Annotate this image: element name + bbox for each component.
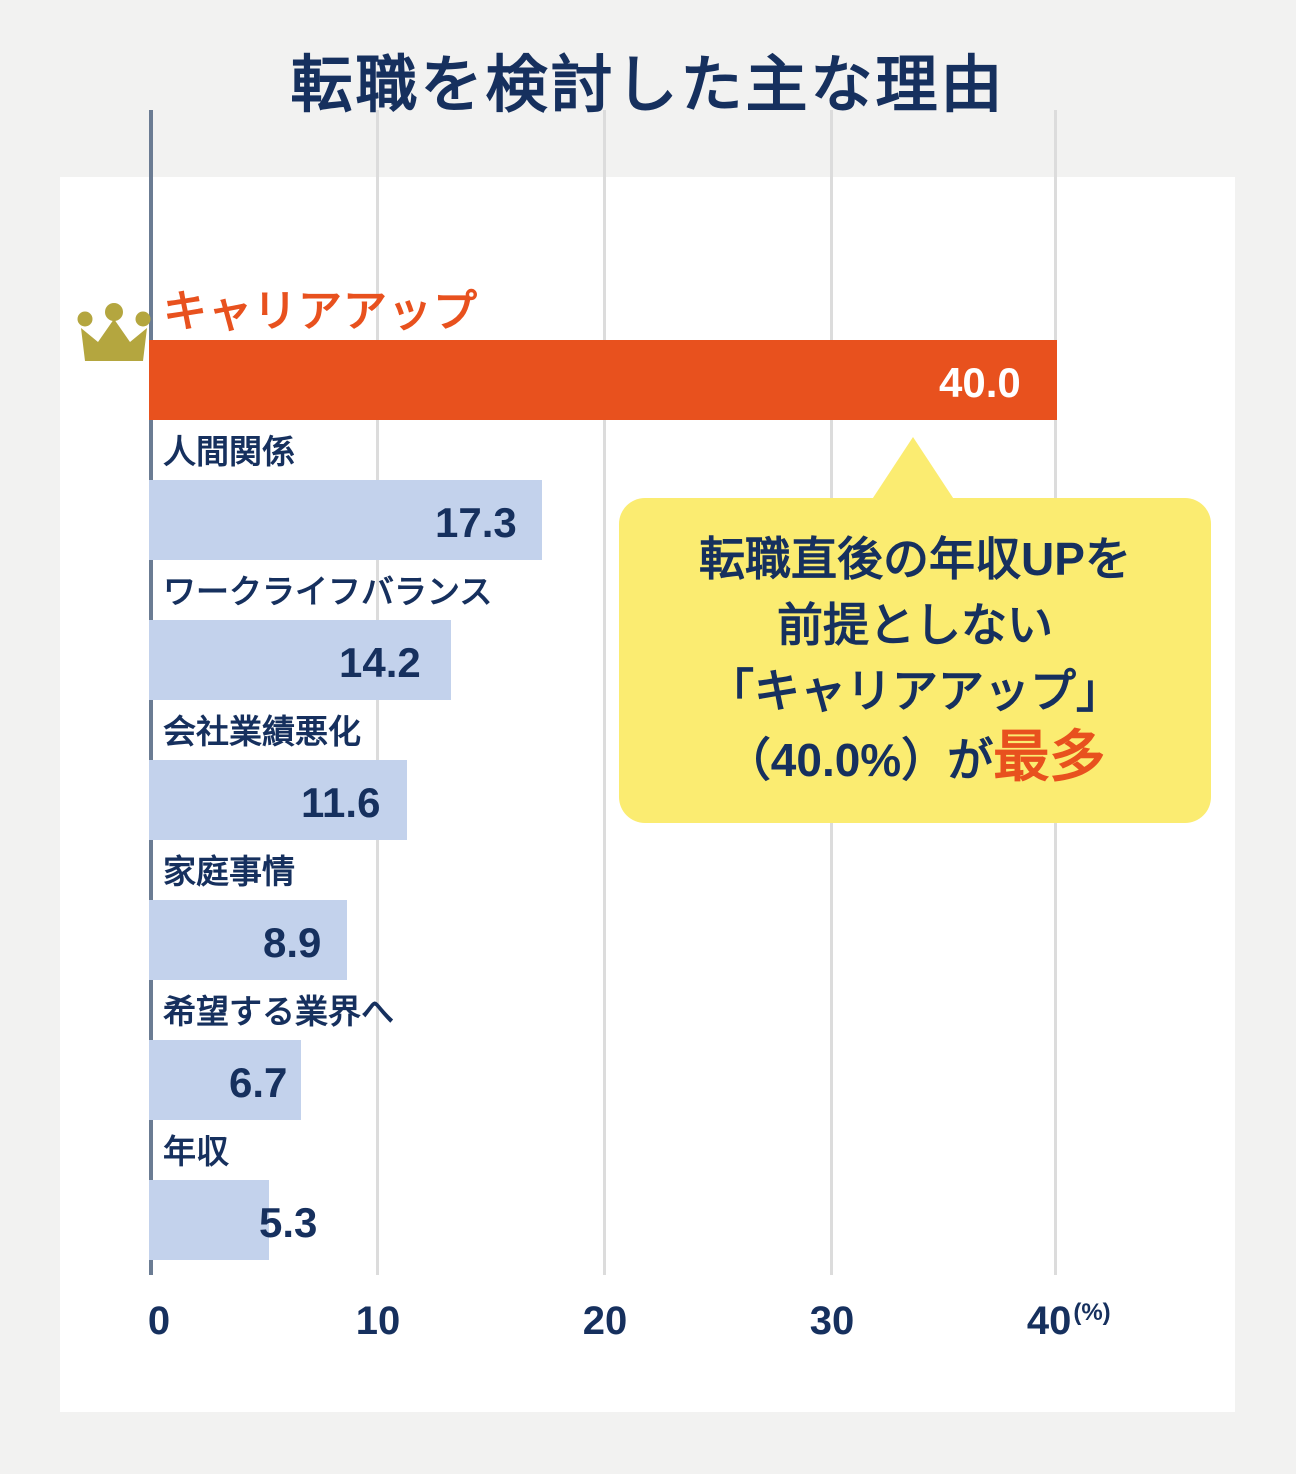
- callout-box: 転職直後の年収UPを 前提としない 「キャリアアップ」 （40.0%）が最多: [619, 498, 1211, 823]
- bar-category-label: 年収: [163, 1133, 229, 1170]
- axis-tick-40-value: 40: [1026, 1299, 1072, 1343]
- x-axis: 0 10 20 30 40(%): [147, 1275, 1111, 1345]
- bar-track: 17.3: [149, 480, 1149, 560]
- bar-rows: キャリアアップ 40.0 人間関係 17.3 ワークライフバランス 14.2 会…: [149, 284, 1149, 1264]
- axis-tick-40: 40(%): [1027, 1299, 1111, 1344]
- axis-unit-label: (%): [1073, 1299, 1111, 1326]
- bar: [149, 1180, 269, 1260]
- table-row: 会社業績悪化 11.6: [149, 704, 1149, 844]
- bar-category-label: 会社業績悪化: [163, 713, 361, 750]
- page-title: 転職を検討した主な理由: [290, 51, 1006, 120]
- bar: [149, 900, 347, 980]
- bar: [149, 1040, 301, 1120]
- bar-value-label: 40.0: [939, 359, 1021, 406]
- bar-track: 8.9: [149, 900, 1149, 980]
- axis-tick-0: 0: [147, 1299, 171, 1343]
- bar-value-label: 5.3: [259, 1199, 318, 1246]
- callout-line-1: 転職直後の年収UPを: [699, 533, 1131, 585]
- table-row: 人間関係 17.3: [149, 424, 1149, 564]
- table-row: ワークライフバランス 14.2: [149, 564, 1149, 704]
- bar: [149, 620, 451, 700]
- crown-icon: [74, 302, 154, 364]
- bar-category-label: ワークライフバランス: [163, 573, 493, 610]
- axis-tick-10: 10: [355, 1299, 401, 1343]
- bar: [149, 480, 542, 560]
- bar: [149, 340, 1057, 420]
- table-row: 家庭事情 8.9: [149, 844, 1149, 984]
- callout-line-4: （40.0%）が最多: [637, 724, 1193, 793]
- bar: [149, 760, 407, 840]
- bar-track: 11.6: [149, 760, 1149, 840]
- callout-line-2: 前提としない: [777, 599, 1053, 651]
- bar-value-label: 14.2: [339, 639, 421, 686]
- callout-percent-text: （40.0%）が: [724, 734, 994, 786]
- callout-highlight-text: 最多: [993, 725, 1106, 788]
- bar-value-label: 8.9: [263, 919, 322, 966]
- table-row: 希望する業界へ 6.7: [149, 984, 1149, 1124]
- bar-category-label: キャリアアップ: [163, 287, 478, 336]
- bar-track: 40.0: [149, 340, 1149, 420]
- bar-category-label: 人間関係: [163, 433, 295, 470]
- axis-tick-20: 20: [582, 1299, 628, 1343]
- bar-value-label: 6.7: [229, 1059, 288, 1106]
- bar-category-label: 家庭事情: [163, 853, 295, 890]
- table-row: キャリアアップ 40.0: [149, 284, 1149, 424]
- callout-tail: [867, 437, 959, 507]
- bar-track: 14.2: [149, 620, 1149, 700]
- bar-track: 5.3: [149, 1180, 1149, 1260]
- callout-line-3: 「キャリアアップ」: [708, 665, 1122, 717]
- bar-value-label: 11.6: [301, 779, 381, 826]
- bar-category-label: 希望する業界へ: [163, 993, 394, 1030]
- bar-value-label: 17.3: [435, 499, 517, 546]
- bar-track: 6.7: [149, 1040, 1149, 1120]
- axis-tick-30: 30: [809, 1299, 855, 1343]
- table-row: 年収 5.3: [149, 1124, 1149, 1264]
